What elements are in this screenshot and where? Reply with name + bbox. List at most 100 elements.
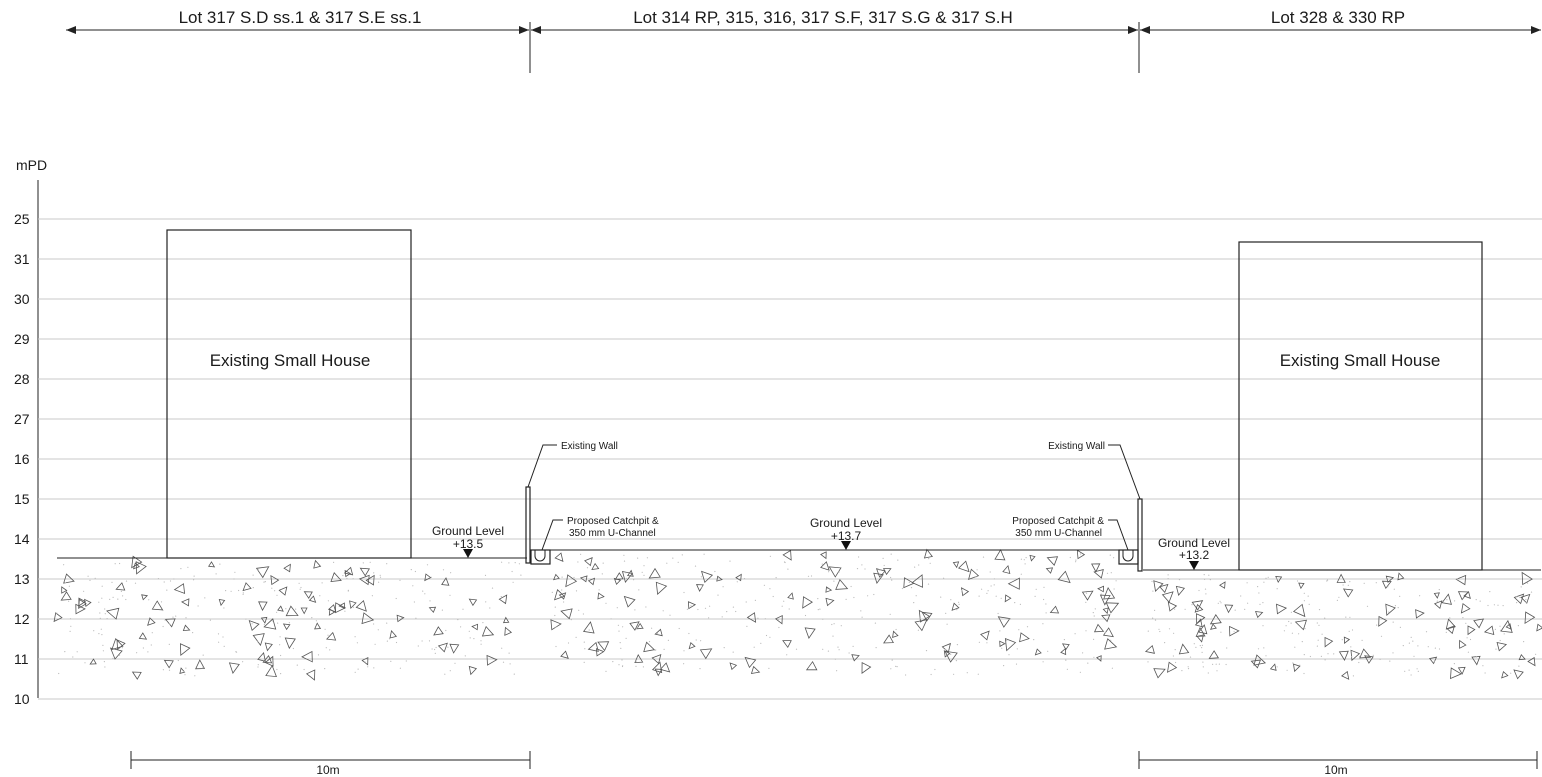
- hatch-mark: [258, 601, 268, 612]
- hatch-dot: [279, 636, 281, 638]
- hatch-dot: [1003, 665, 1005, 667]
- hatch-dot: [1393, 588, 1395, 590]
- hatch-dot: [1087, 662, 1089, 664]
- hatch-dot: [913, 602, 915, 604]
- lot-label-left: Lot 317 S.D ss.1 & 317 S.E ss.1: [179, 8, 422, 27]
- hatch-dot: [1361, 639, 1363, 642]
- hatch-mark: [1471, 655, 1481, 666]
- hatch-dot: [1303, 654, 1305, 656]
- hatch-dot: [1503, 633, 1505, 635]
- hatch-dot: [1082, 652, 1084, 654]
- hatch-dot: [901, 587, 904, 590]
- hatch-dot: [1417, 670, 1419, 673]
- hatch-dot: [424, 593, 426, 595]
- hatch-mark: [498, 594, 508, 605]
- hatch-dot: [943, 577, 945, 579]
- ground-level-left-label: Ground Level: [432, 524, 504, 538]
- hatch-dot: [435, 646, 437, 649]
- hatch-dot: [1387, 586, 1389, 588]
- hatch-dot: [575, 636, 577, 639]
- hatch-dot: [1110, 572, 1112, 574]
- hatch-dot: [288, 622, 290, 624]
- hatch-mark: [960, 587, 970, 597]
- hatch-mark: [1103, 587, 1116, 600]
- hatch-dot: [1482, 665, 1484, 667]
- level-marker-middle-icon: [841, 541, 851, 550]
- hatch-dot: [1427, 646, 1429, 648]
- hatch-dot: [369, 561, 371, 563]
- hatch-dot: [636, 627, 639, 629]
- hatch-mark: [1342, 588, 1354, 598]
- catchpit-right: Proposed Catchpit & 350 mm U-Channel: [1012, 516, 1139, 565]
- hatch-dot: [1290, 611, 1292, 613]
- hatch-mark: [1364, 655, 1374, 664]
- hatch-dot: [344, 610, 346, 612]
- hatch-dot: [1338, 596, 1340, 598]
- hatch-dot: [122, 595, 124, 597]
- hatch-dot: [826, 587, 829, 590]
- hatch-dot: [769, 555, 772, 557]
- hatch-dot: [836, 670, 838, 672]
- ground-profile: [57, 549, 1541, 571]
- hatch-dot: [449, 670, 451, 672]
- hatch-mark: [344, 569, 352, 578]
- hatch-dot: [390, 660, 392, 663]
- hatch-mark: [1298, 582, 1305, 590]
- hatch-dot: [450, 572, 452, 574]
- hatch-dot: [1267, 576, 1269, 578]
- hatch-dot: [379, 576, 382, 578]
- hatch-mark: [428, 606, 437, 613]
- hatch-mark: [1460, 602, 1471, 614]
- tick-label-27: 27: [14, 411, 30, 427]
- hatch-dot: [410, 569, 412, 571]
- hatch-mark: [481, 625, 495, 637]
- hatch-dot: [930, 673, 932, 676]
- hatch-dot: [1262, 602, 1264, 604]
- hatch-dot: [180, 568, 182, 570]
- hatch-dot: [1413, 655, 1415, 657]
- hatch-mark: [265, 664, 278, 678]
- hatch-dot: [1410, 636, 1412, 639]
- hatch-dot: [1449, 617, 1451, 619]
- hatch-dot: [501, 561, 503, 563]
- hatch-mark: [106, 607, 120, 620]
- hatch-dot: [795, 648, 798, 650]
- hatch-dot: [583, 641, 585, 643]
- wall-right-label: Existing Wall: [1048, 441, 1105, 452]
- hatch-dot: [852, 645, 854, 648]
- hatch-dot: [582, 613, 585, 615]
- hatch-dot: [605, 670, 607, 673]
- hatch-dot: [1419, 595, 1421, 597]
- hatch-dot: [700, 576, 703, 578]
- hatch-dot: [850, 585, 852, 588]
- hatch-dot: [175, 615, 177, 617]
- hatch-dot: [185, 667, 187, 669]
- hatch-dot: [1285, 625, 1287, 627]
- hatch-mark: [687, 601, 697, 610]
- hatch-dot: [1446, 599, 1448, 601]
- hatch-mark: [802, 596, 813, 609]
- hatch-dot: [317, 654, 320, 656]
- hatch-dot: [58, 672, 60, 675]
- hatch-mark: [263, 618, 277, 630]
- hatch-mark: [349, 600, 357, 610]
- level-axis: mPD 25 31 30 29 28 27 16 15 14 13 12 11 10: [14, 157, 1542, 707]
- hatch-dot: [804, 614, 807, 617]
- hatch-dot: [1434, 647, 1436, 649]
- hatch-dot: [357, 668, 359, 670]
- hatch-dot: [1466, 637, 1468, 639]
- tick-label-12: 12: [14, 611, 30, 627]
- hatch-mark: [218, 598, 226, 607]
- hatch-dot: [764, 618, 766, 620]
- hatch-mark: [774, 615, 783, 625]
- hatch-mark: [980, 630, 990, 641]
- hatch-mark: [1093, 623, 1105, 633]
- hatch-mark: [179, 667, 186, 674]
- hatch-dot: [106, 618, 108, 620]
- hatch-dot: [833, 623, 835, 625]
- hatch-dot: [1033, 639, 1035, 641]
- hatch-dot: [413, 601, 415, 603]
- hatch-dot: [169, 580, 172, 582]
- hatch-mark: [468, 598, 478, 607]
- hatch-dot: [570, 619, 572, 621]
